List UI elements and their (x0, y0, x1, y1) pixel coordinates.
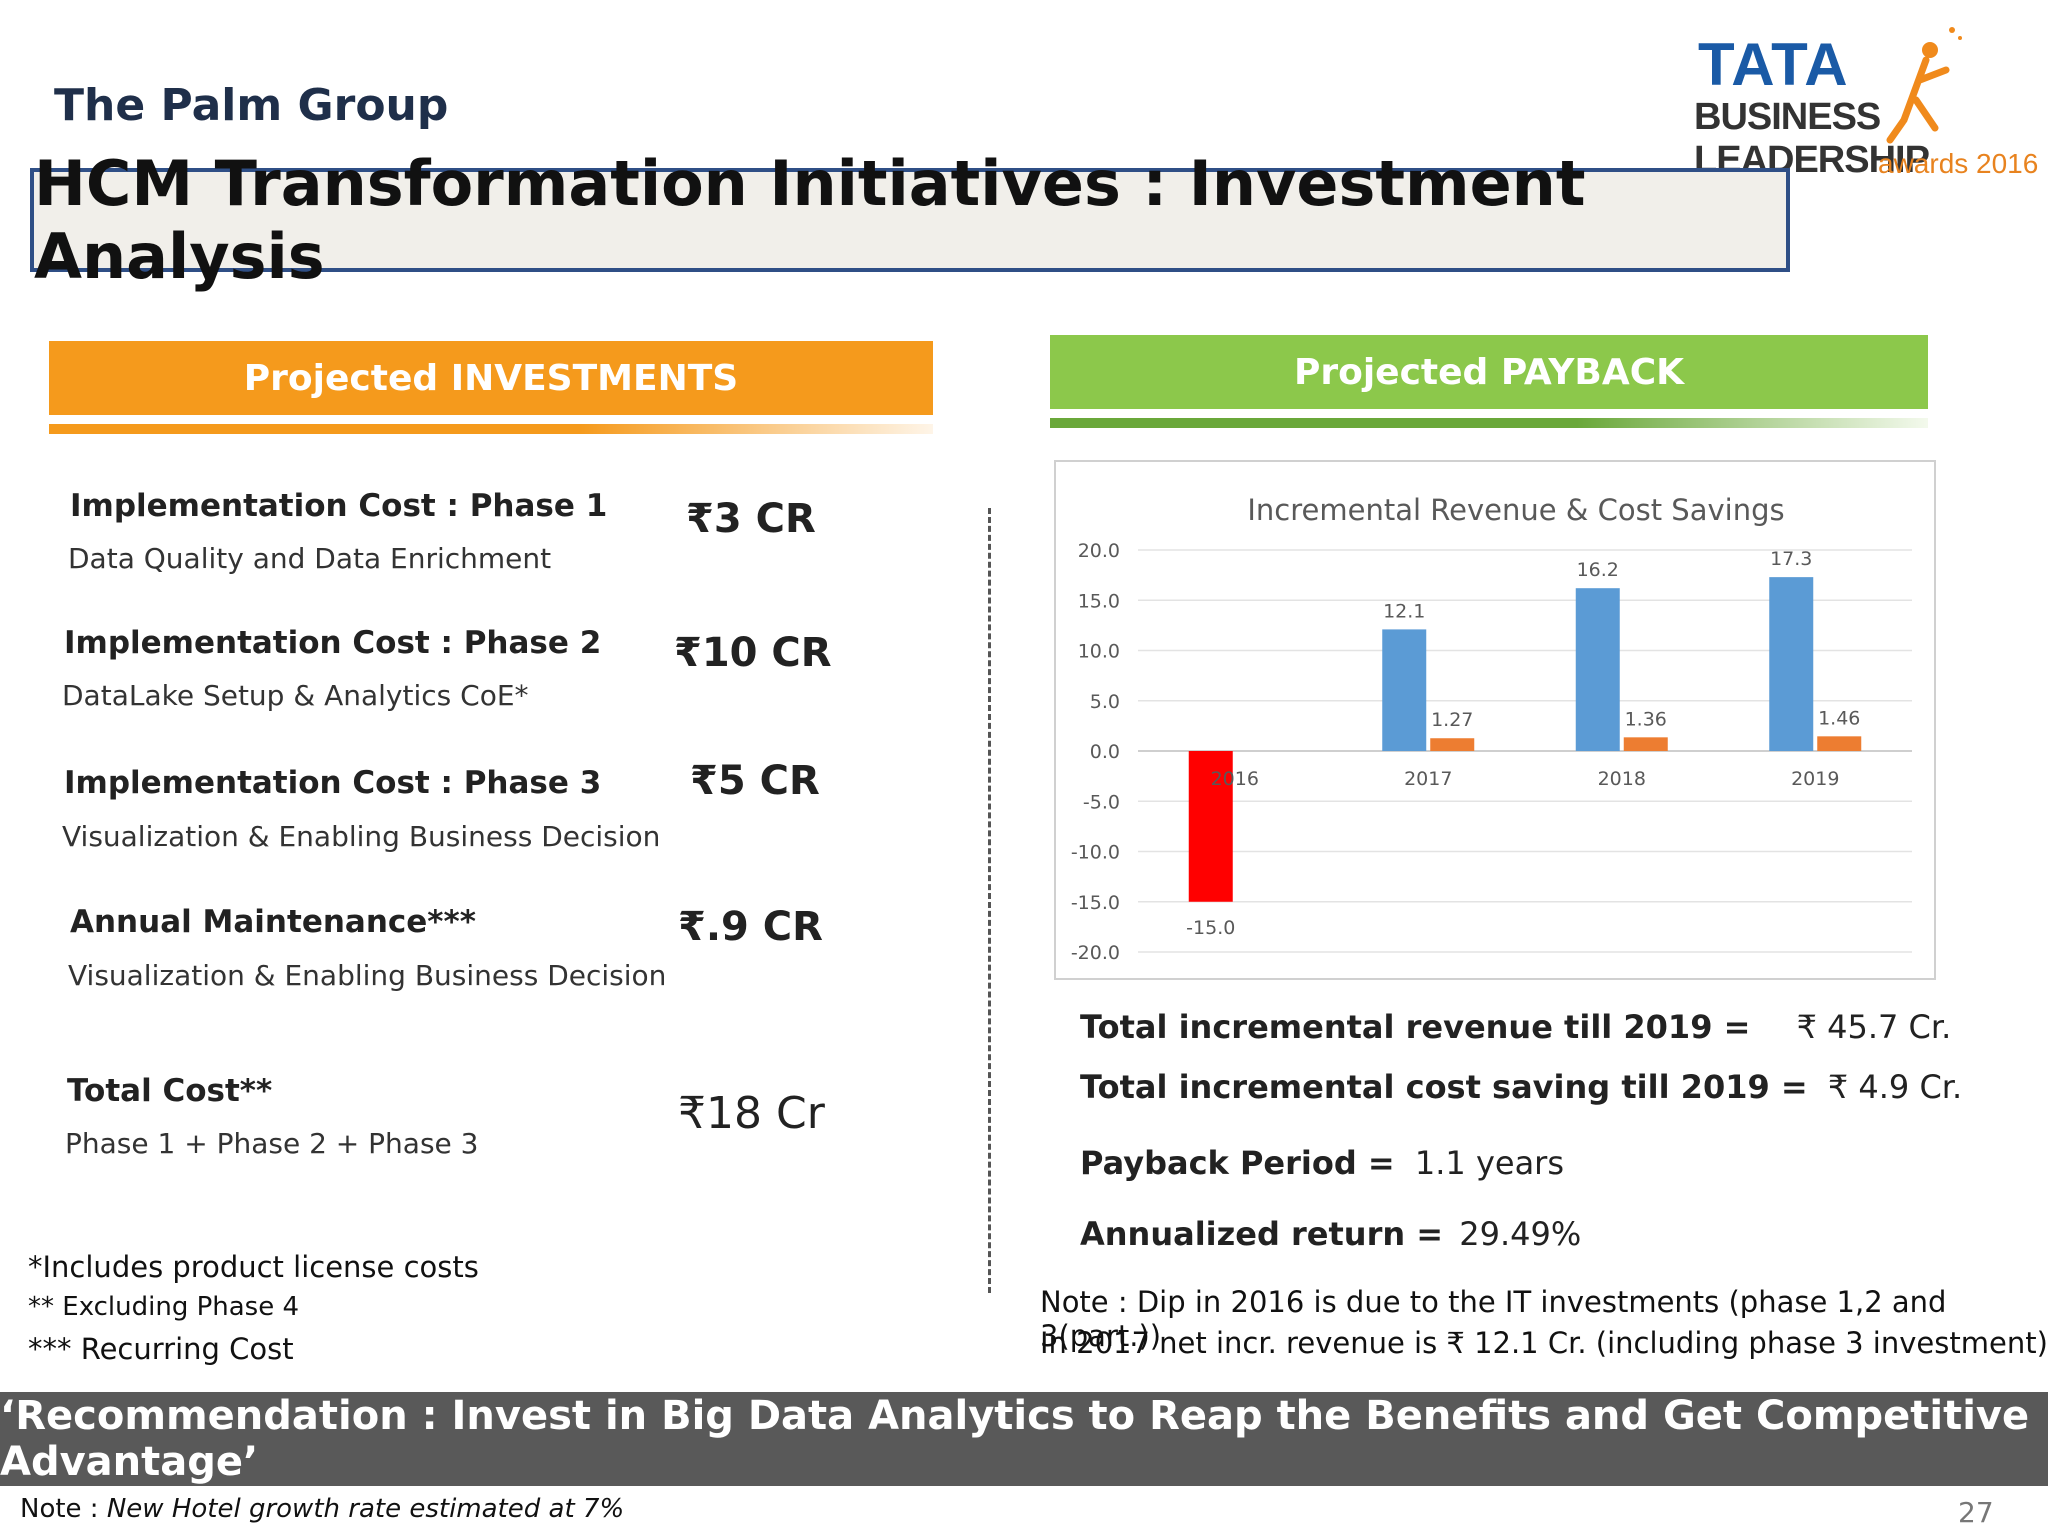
chart-bar-revenue (1188, 751, 1233, 902)
investments-header: Projected INVESTMENTS (49, 341, 933, 415)
chart-bar-cost-saving (1430, 738, 1475, 751)
chart-data-label: -15.0 (1186, 917, 1235, 939)
chart-bar-cost-saving (1817, 736, 1862, 751)
company-name: The Palm Group (54, 80, 449, 131)
chart-bar-revenue (1382, 629, 1427, 751)
summary-value: 29.49% (1459, 1215, 1582, 1253)
item-amount: ₹5 CR (690, 758, 820, 804)
bottom-note-prefix: Note : (20, 1494, 107, 1524)
item-amount: ₹3 CR (686, 496, 816, 542)
chart-bar-revenue (1769, 577, 1814, 751)
chart-data-label: 1.36 (1625, 708, 1667, 730)
footnote: ** Excluding Phase 4 (28, 1292, 300, 1322)
summary-return: Annualized return = 29.49% (1080, 1215, 1581, 1253)
chart-y-tick-label: -20.0 (1071, 942, 1120, 964)
item-subtitle: Visualization & Enabling Business Decisi… (68, 959, 667, 992)
summary-value: ₹ 45.7 Cr. (1796, 1008, 1952, 1046)
chart-x-tick-label: 2019 (1791, 768, 1839, 790)
item-title: Implementation Cost : Phase 2 (64, 625, 602, 661)
payback-chart: Incremental Revenue & Cost Savings 20.0 1… (1054, 460, 1936, 980)
chart-data-label: 16.2 (1577, 559, 1619, 581)
summary-revenue: Total incremental revenue till 2019 = ₹ … (1080, 1008, 1951, 1046)
chart-data-label: 17.3 (1770, 548, 1812, 570)
total-cost-title: Total Cost** (67, 1073, 273, 1109)
slide-title: HCM Transformation Initiatives : Investm… (30, 147, 1790, 293)
chart-x-tick-label: 2018 (1598, 768, 1646, 790)
summary-label: Total incremental revenue till 2019 = (1080, 1008, 1751, 1046)
summary-label: Annualized return = (1080, 1215, 1444, 1253)
chart-y-tick-label: 10.0 (1078, 641, 1120, 663)
total-cost-subtitle: Phase 1 + Phase 2 + Phase 3 (65, 1127, 479, 1160)
chart-bar-revenue (1575, 588, 1620, 751)
item-title: Annual Maintenance*** (70, 904, 476, 940)
logo-business-leadership-text: BUSINESS LEADERSHIP (1694, 96, 1930, 181)
item-title: Implementation Cost : Phase 1 (70, 488, 608, 524)
investments-heading: Projected INVESTMENTS (243, 357, 739, 399)
summary-payback: Payback Period = 1.1 years (1080, 1144, 1564, 1182)
chart-y-tick-label: -5.0 (1083, 791, 1120, 813)
chart-title: Incremental Revenue & Cost Savings (1247, 493, 1784, 527)
payback-note-line1: Note : Dip in 2016 is due to the IT inve… (1040, 1285, 1947, 1353)
summary-label: Total incremental cost saving till 2019 … (1080, 1068, 1808, 1106)
chart-y-tick-label: -10.0 (1071, 842, 1120, 864)
chart-bar-cost-saving (1623, 737, 1668, 751)
payback-note-line2: In 2017 net incr. revenue is ₹ 12.1 Cr. … (1040, 1326, 2048, 1360)
runner-figure-icon (1886, 27, 1962, 144)
chart-x-tick-label: 2016 (1211, 768, 1259, 790)
item-subtitle: Visualization & Enabling Business Decisi… (62, 820, 661, 853)
chart-y-tick-label: 5.0 (1090, 691, 1120, 713)
slide-title-text: HCM Transformation Initiatives : Investm… (34, 147, 1586, 293)
logo-tata-text: TATA (1698, 31, 1849, 98)
recommendation-text: ‘Recommendation : Invest in Big Data Ana… (0, 1393, 2030, 1485)
section-divider (988, 508, 991, 1293)
item-subtitle: Data Quality and Data Enrichment (68, 542, 552, 575)
page-number: 27 (1958, 1496, 1994, 1529)
item-amount: ₹10 CR (674, 630, 832, 676)
item-subtitle: DataLake Setup & Analytics CoE* (62, 679, 529, 712)
summary-value: ₹ 4.9 Cr. (1827, 1068, 1963, 1106)
total-cost-amount: ₹18 Cr (678, 1088, 825, 1139)
chart-y-tick-label: 20.0 (1078, 540, 1120, 562)
logo-awards-text: awards 2016 (1878, 148, 2039, 179)
chart-y-tick-label: -15.0 (1071, 892, 1120, 914)
payback-heading: Projected PAYBACK (1293, 351, 1685, 393)
summary-value: 1.1 years (1414, 1144, 1564, 1182)
bottom-note: Note : New Hotel growth rate estimated a… (20, 1494, 624, 1524)
tata-awards-logo (1690, 20, 2048, 190)
chart-svg: Incremental Revenue & Cost Savings 20.0 1… (1071, 493, 1912, 964)
chart-data-label: 1.46 (1818, 707, 1860, 729)
payback-underline (1050, 418, 1928, 428)
bottom-note-text: New Hotel growth rate estimated at 7% (106, 1494, 625, 1524)
chart-data-label: 12.1 (1383, 600, 1425, 622)
footnote: *** Recurring Cost (28, 1332, 294, 1366)
chart-y-tick-label: 15.0 (1078, 590, 1120, 612)
footnote: *Includes product license costs (28, 1250, 479, 1284)
item-title: Implementation Cost : Phase 3 (64, 765, 602, 801)
chart-data-label: 1.27 (1431, 709, 1473, 731)
payback-header: Projected PAYBACK (1050, 335, 1928, 409)
recommendation-banner: ‘Recommendation : Invest in Big Data Ana… (0, 1392, 2048, 1486)
chart-y-tick-label: 0.0 (1090, 741, 1120, 763)
chart-x-tick-label: 2017 (1404, 768, 1452, 790)
summary-cost-saving: Total incremental cost saving till 2019 … (1080, 1068, 1962, 1106)
summary-label: Payback Period = (1080, 1144, 1395, 1182)
item-amount: ₹.9 CR (678, 904, 823, 950)
investments-underline (49, 424, 933, 434)
